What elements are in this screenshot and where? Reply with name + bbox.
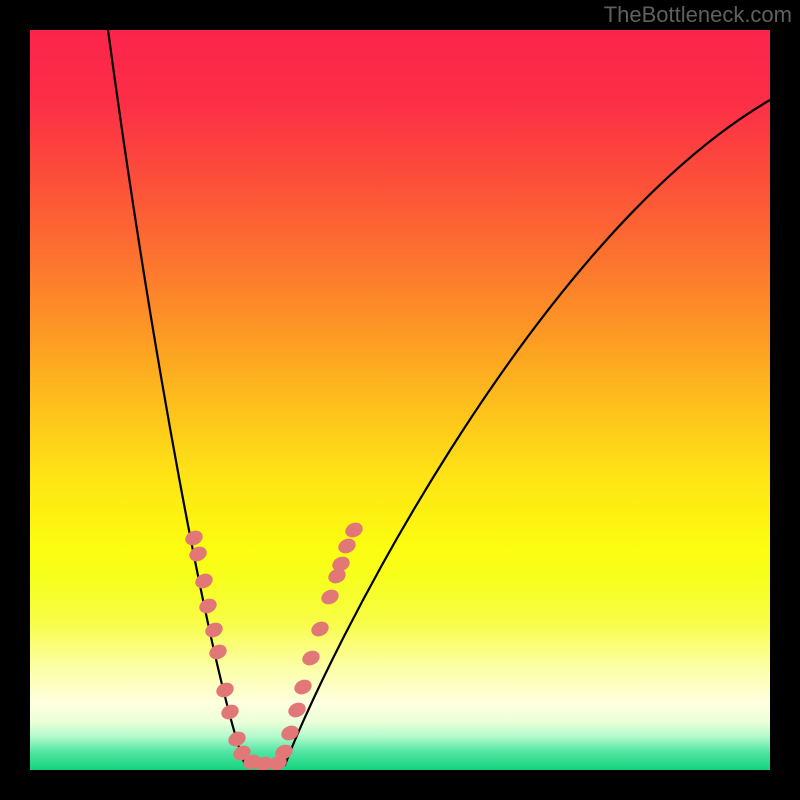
chart-container: TheBottleneck.com <box>0 0 800 800</box>
plot-area <box>30 30 770 770</box>
watermark-text: TheBottleneck.com <box>604 2 792 28</box>
chart-svg <box>30 30 770 770</box>
chart-background <box>30 30 770 770</box>
